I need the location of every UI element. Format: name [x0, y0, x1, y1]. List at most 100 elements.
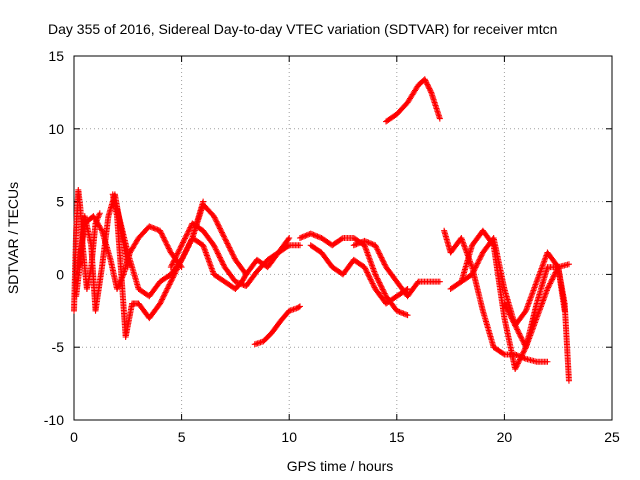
- data-point: [212, 246, 219, 253]
- data-point: [513, 363, 520, 370]
- data-point: [226, 244, 233, 251]
- data-point: [372, 272, 379, 279]
- data-point: [504, 305, 511, 312]
- data-point: [470, 268, 477, 275]
- series-arc7: [178, 235, 250, 292]
- data-point: [426, 86, 433, 93]
- data-point: [243, 271, 250, 278]
- data-point: [380, 258, 387, 265]
- data-point: [552, 269, 559, 276]
- data-point: [173, 251, 180, 258]
- data-point: [551, 272, 558, 279]
- data-point: [160, 234, 167, 241]
- data-point: [364, 270, 371, 277]
- data-point: [185, 228, 192, 235]
- data-point: [376, 250, 383, 257]
- data-point: [378, 283, 385, 290]
- data-point: [368, 277, 375, 284]
- data-point: [366, 275, 373, 282]
- data-point: [285, 236, 292, 243]
- data-point: [183, 232, 190, 239]
- data-point: [211, 214, 218, 221]
- data-point: [565, 377, 572, 384]
- x-tick-label: 25: [604, 429, 620, 445]
- data-point: [180, 252, 187, 259]
- data-point: [186, 225, 193, 232]
- data-point: [165, 244, 172, 251]
- data-point: [544, 285, 551, 292]
- plot-frame: [73, 55, 613, 421]
- data-point: [501, 300, 508, 307]
- data-point: [175, 247, 182, 254]
- data-point: [376, 280, 383, 287]
- data-point: [221, 235, 228, 241]
- x-axis-label: GPS time / hours: [287, 458, 394, 474]
- data-point: [370, 283, 377, 290]
- data-point: [219, 260, 226, 267]
- data-point: [379, 255, 386, 262]
- data-point: [379, 285, 386, 292]
- data-point: [166, 246, 173, 253]
- data-point: [181, 251, 188, 258]
- data-point: [217, 226, 224, 233]
- data-point: [514, 360, 521, 367]
- data-point: [223, 239, 230, 246]
- data-point: [212, 217, 219, 224]
- data-point: [170, 258, 177, 265]
- data-point: [178, 242, 185, 249]
- data-point: [220, 233, 227, 240]
- data-point: [159, 296, 166, 303]
- data-point: [184, 244, 191, 251]
- data-point: [379, 286, 386, 293]
- data-point: [561, 307, 568, 314]
- data-point: [167, 278, 174, 285]
- data-point: [423, 80, 430, 87]
- data-point: [227, 247, 234, 254]
- data-point: [364, 269, 371, 276]
- data-point: [517, 355, 524, 362]
- data-point: [508, 314, 515, 321]
- y-tick-label: 15: [48, 48, 64, 64]
- data-point: [436, 115, 443, 122]
- data-point: [506, 310, 513, 317]
- data-point: [181, 250, 188, 257]
- data-point: [159, 231, 166, 238]
- data-point: [215, 251, 222, 258]
- data-point: [545, 284, 552, 291]
- data-point: [472, 264, 479, 271]
- data-point: [436, 278, 443, 285]
- data-point: [220, 232, 227, 239]
- data-point: [512, 366, 519, 373]
- data-point: [165, 282, 172, 289]
- data-point: [478, 252, 485, 259]
- data-point: [218, 228, 225, 235]
- data-point: [168, 277, 175, 284]
- data-point: [216, 225, 223, 232]
- y-tick-label: 10: [48, 121, 64, 137]
- data-point: [507, 312, 514, 319]
- data-point: [374, 276, 381, 283]
- data-point: [183, 245, 190, 252]
- data-point: [500, 350, 507, 357]
- x-tick-label: 15: [389, 429, 405, 445]
- x-tick-label: 10: [281, 429, 297, 445]
- data-point: [214, 221, 221, 228]
- data-point: [163, 240, 170, 247]
- data-point: [169, 261, 176, 268]
- data-point: [216, 253, 223, 260]
- data-point: [475, 257, 482, 264]
- data-point: [187, 224, 194, 231]
- data-point: [183, 231, 190, 238]
- data-point: [166, 281, 173, 288]
- data-point: [230, 252, 237, 259]
- data-point: [338, 235, 345, 242]
- data-point: [175, 249, 182, 256]
- data-point: [217, 255, 224, 262]
- data-point: [520, 348, 527, 355]
- data-point: [516, 357, 523, 364]
- data-point: [169, 275, 176, 282]
- data-point: [225, 241, 232, 248]
- data-point: [218, 257, 225, 264]
- axes: [73, 55, 613, 421]
- data-point: [380, 287, 387, 294]
